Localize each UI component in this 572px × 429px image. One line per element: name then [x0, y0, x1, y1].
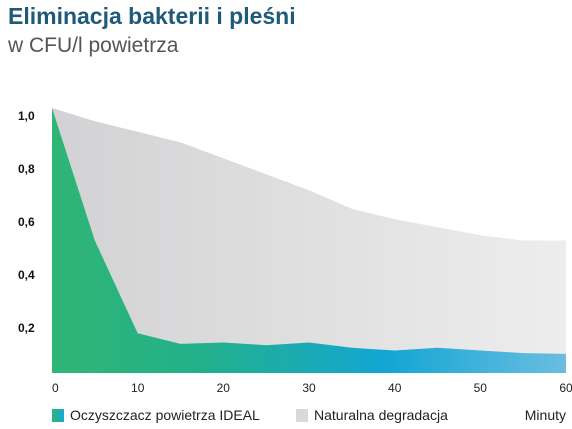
- legend-label-ideal: Oczyszczacz powietrza IDEAL: [70, 407, 260, 423]
- x-tick-label: 30: [302, 381, 316, 395]
- x-tick-label: 60: [559, 381, 572, 395]
- chart-subtitle: w CFU/l powietrza: [8, 34, 179, 57]
- legend-swatch-natural: [296, 408, 308, 422]
- y-tick-label: 0,2: [18, 321, 35, 335]
- x-tick-label: 40: [388, 381, 402, 395]
- x-axis-label: Minuty: [524, 407, 566, 423]
- legend-swatch-ideal: [52, 408, 64, 422]
- y-tick-label: 0,6: [18, 215, 35, 229]
- x-tick-label: 50: [474, 381, 488, 395]
- chart-title: Eliminacja bakterii i pleśni: [8, 3, 296, 29]
- legend-item-ideal: Oczyszczacz powietrza IDEAL: [52, 407, 260, 423]
- y-tick-label: 1,0: [18, 109, 35, 123]
- legend-item-natural: Naturalna degradacja: [296, 407, 448, 423]
- legend-label-natural: Naturalna degradacja: [314, 407, 448, 423]
- area-oczyszczacz-ideal: [52, 108, 566, 373]
- x-tick-label: 10: [131, 381, 145, 395]
- y-tick-label: 0,4: [18, 268, 35, 282]
- y-tick-label: 0,8: [18, 162, 35, 176]
- x-tick-label: 20: [217, 381, 231, 395]
- x-tick-label: 0: [52, 381, 59, 395]
- area-naturalna-degradacja: [52, 108, 566, 373]
